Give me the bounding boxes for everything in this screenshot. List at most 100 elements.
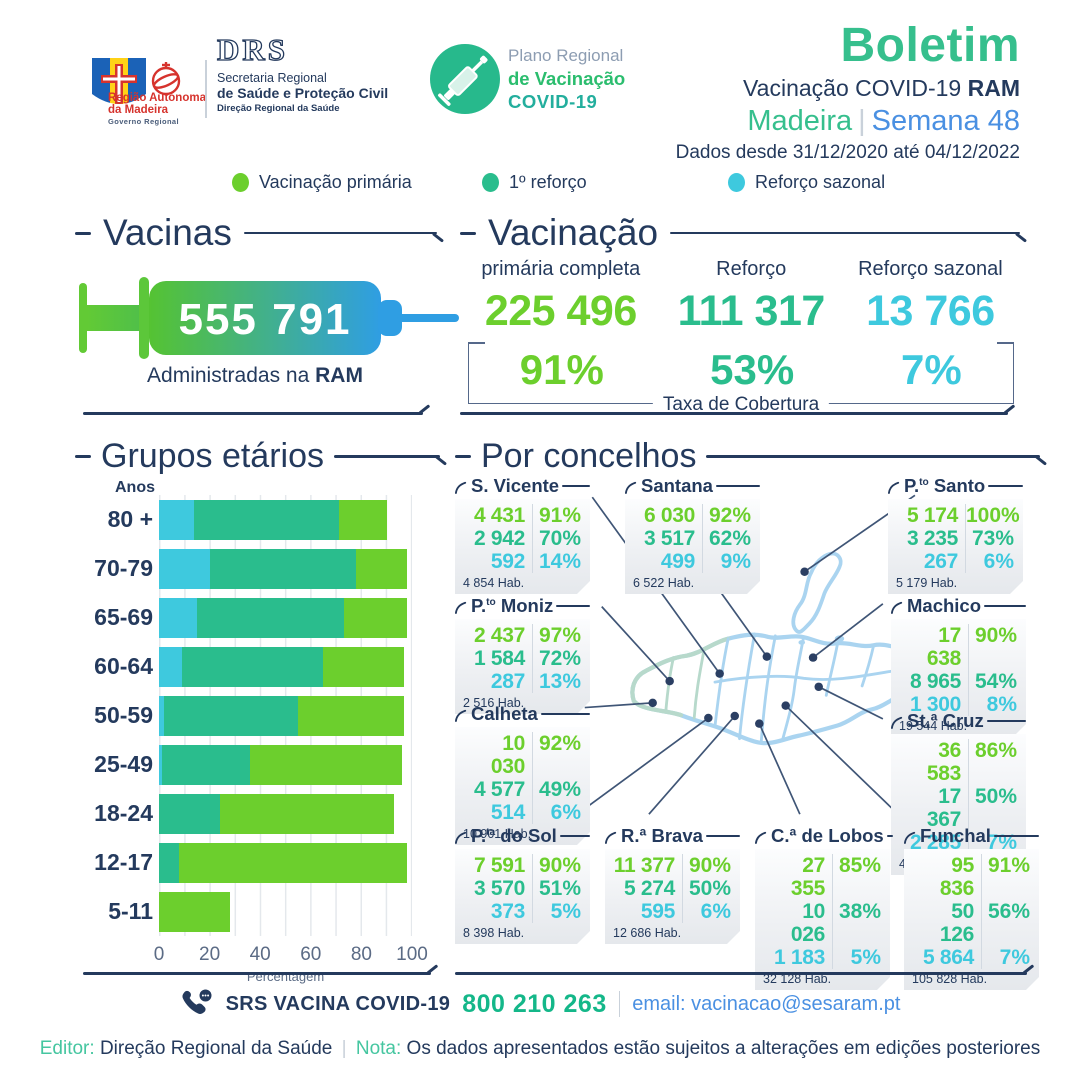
title-rule [556,605,590,607]
muni-name: St.ª Cruz [907,710,984,731]
title-rule [670,231,1020,235]
dose-count: 11 377 [613,854,683,877]
stat-seasonal-value: 13 766 [866,287,995,335]
dose-count: 3 235 [896,527,966,550]
title-rule [993,835,1039,837]
title-dash [75,231,91,235]
title-rule [706,455,1040,458]
x-tick: 60 [300,944,322,965]
contact-divider [618,991,621,1017]
dose-count: 4 577 [463,778,533,801]
stat-primary-value: 225 496 [484,287,637,335]
title-hook-icon [625,481,637,494]
age-group-label: 18-24 [94,800,153,826]
caption-text: Administradas na [147,364,316,387]
region-week: Madeira | Semana 48 [676,105,1020,138]
legend-dot-icon [232,173,249,192]
org-madeira-text: Região Autónoma da Madeira Governo Regio… [108,92,206,128]
bar-cyan [159,744,162,785]
age-row-60-64: 60-64 [75,642,415,691]
dose-count: 2 942 [463,527,533,550]
title-hook-icon [605,831,617,844]
plano-line1: Plano Regional [508,46,624,65]
title-hook-icon [888,481,900,494]
bar-teal [159,842,180,883]
age-bar-chart: 80 + 70-79 65-69 60-64 50-59 25-49 18-24 12-17 5… [75,495,428,984]
contact-bar: SRS VACINA COVID-19 800 210 263 email: v… [0,988,1080,1020]
vaccination-stats: primária completa 225 496 Reforço 111 31… [460,258,1020,336]
section-vacinas: Vacinas 555 791 Administradas na RAM [75,212,459,422]
section-age-groups: Grupos etários Anos 80 + 70-79 65-69 60-64 5… [75,437,440,985]
muni-stats: 5 174 100% 3 235 73% 267 6% 5 179 Hab. [888,499,1023,594]
dose-pct: 6% [550,801,581,824]
population: 12 686 Hab. [613,926,682,940]
age-row-25-49: 25-49 [75,740,415,789]
age-group-label: 25-49 [94,751,153,777]
dose-count: 36 583 [899,739,969,785]
legend-dot-icon [728,173,745,192]
muni-card-s-vicente: S. Vicente 4 431 91% 2 942 70% 592 14% 4 854 Ha… [455,475,590,594]
muni-card-porto-santo: P.to Santo 5 174 100% 3 235 73% 267 6% 5 179 Ha… [888,475,1023,594]
title-rule [715,485,760,487]
org-drs-block: DRS Secretaria Regional de Saúde e Prote… [216,31,388,114]
section-title-vacinacao: Vacinação [488,212,659,253]
dose-pct: 70% [538,527,581,550]
age-group-label: 80 + [107,506,153,532]
bar-cyan [159,548,210,589]
dose-pct: 86% [974,739,1017,762]
title-hook-icon [455,481,467,494]
dose-count: 5 864 [912,946,982,969]
note-separator: | [341,1038,347,1059]
muni-stats: 10 030 92% 4 577 49% 514 6% 10 901 Hab. [455,727,590,845]
map-dot-ribeira-brava [730,711,740,721]
dose-pct: 38% [838,900,881,923]
phone-icon [182,989,212,1014]
title-dash [460,231,476,235]
x-tick: 20 [199,944,221,965]
subtitle-ram: RAM [967,75,1020,101]
org1-line2: da Madeira [108,104,169,116]
plano-line2: de Vacinação [508,68,626,89]
section-municipalities: Por concelhos [455,437,1040,985]
section-bottom-rule [460,412,1008,415]
x-tick: 100 [396,944,428,965]
population: 105 828 Hab. [912,972,988,986]
madeira-flag-logo [92,58,181,104]
dose-pct: 49% [538,778,581,801]
age-row-70-79: 70-79 [75,544,415,593]
bar-green [159,891,230,932]
bar-cyan [159,597,197,638]
x-axis-ticks: 0 20 40 60 80 100 [154,944,428,966]
dose-count: 373 [463,900,533,923]
age-group-label: 50-59 [94,702,153,728]
email-link[interactable]: email: vacinacao@sesaram.pt [632,992,901,1015]
bar-cyan [159,499,195,540]
age-row-65-69: 65-69 [75,593,415,642]
population: 19 544 Hab. [899,719,968,733]
editor-note: Editor: Direção Regional da Saúde | Nota… [0,1038,1080,1060]
title-rule [986,720,1026,722]
dose-pct: 9% [720,550,751,573]
age-row-50-59: 50-59 [75,691,415,740]
muni-stats: 7 591 90% 3 570 51% 373 5% 8 398 Hab. [455,849,590,944]
dose-pct: 73% [971,527,1014,550]
map-dot-camara-de-lobos [755,719,764,728]
section-title-age-groups: Grupos etários [101,437,324,475]
muni-name: P.to Moniz [471,595,554,616]
islet [798,640,806,645]
dose-count: 4 431 [463,504,533,527]
coverage-bracket: 91% 53% 7% Taxa de Cobertura [468,342,1014,416]
map-dot-calheta [648,698,657,708]
section-bottom-rule [83,972,431,975]
dose-count: 1 300 [899,693,969,716]
muni-stats: 17 638 90% 8 965 54% 1 300 8% 19 544 Hab. [891,619,1026,737]
title-hook-icon [455,831,467,844]
dose-pct: 90% [974,624,1017,647]
title-rule [886,835,893,837]
total-doses-value: 555 791 [178,295,351,344]
legend-item: Vacinação primária [232,172,412,193]
dose-count: 5 274 [613,877,683,900]
dose-pct: 92% [708,504,751,527]
x-tick: 80 [350,944,372,965]
map-dot-machico [808,653,818,662]
